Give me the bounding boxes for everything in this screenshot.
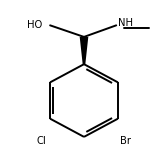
Polygon shape [80, 37, 88, 64]
Text: NH: NH [118, 17, 133, 28]
Text: HO: HO [27, 20, 43, 30]
Text: Cl: Cl [36, 136, 46, 146]
Text: Br: Br [119, 136, 131, 146]
